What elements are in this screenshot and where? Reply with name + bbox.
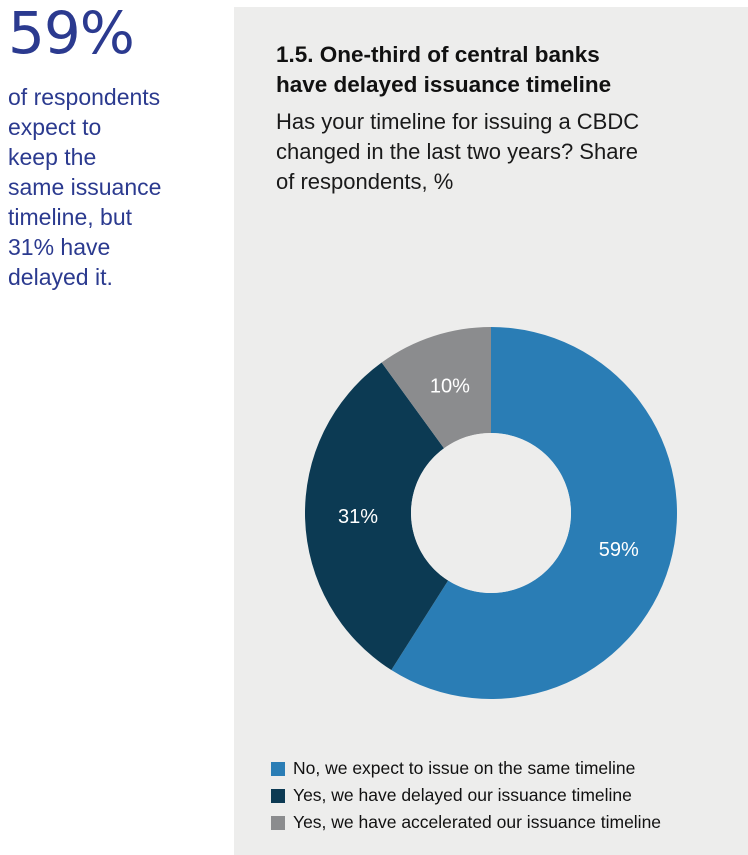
slice-value-label: 59% — [599, 539, 639, 561]
legend-label: No, we expect to issue on the same timel… — [293, 758, 636, 778]
legend-item: Yes, we have accelerated our issuance ti… — [271, 809, 661, 836]
legend-item: Yes, we have delayed our issuance timeli… — [271, 782, 661, 809]
donut-slice — [381, 327, 491, 449]
legend-label: Yes, we have accelerated our issuance ti… — [293, 812, 662, 832]
legend-item: No, we expect to issue on the same timel… — [271, 755, 661, 782]
slice-value-label: 10% — [430, 376, 470, 398]
donut-hole — [411, 433, 571, 593]
legend-label: Yes, we have delayed our issuance timeli… — [293, 785, 632, 805]
chart-subtitle: Has your timeline for issuing a CBDC cha… — [276, 109, 640, 194]
chart-title: 1.5. One-third of central banks have del… — [276, 42, 612, 97]
legend-swatch — [271, 761, 285, 776]
key-stat-sidebar: 59% of respondents expect to keep the sa… — [8, 0, 223, 292]
chart-legend: No, we expect to issue on the same timel… — [271, 755, 661, 836]
donut-slice — [304, 362, 449, 671]
chart-panel: 1.5. One-third of central banks have del… — [234, 7, 748, 855]
donut-slice — [391, 327, 677, 699]
key-stat-value: 59% — [8, 0, 135, 67]
legend-swatch — [271, 788, 285, 803]
donut-chart: 59% 31% 10% — [304, 327, 677, 699]
key-stat-description: of respondents expect to keep the same i… — [8, 84, 162, 290]
legend-swatch — [271, 815, 285, 830]
slice-value-label: 31% — [338, 506, 378, 528]
